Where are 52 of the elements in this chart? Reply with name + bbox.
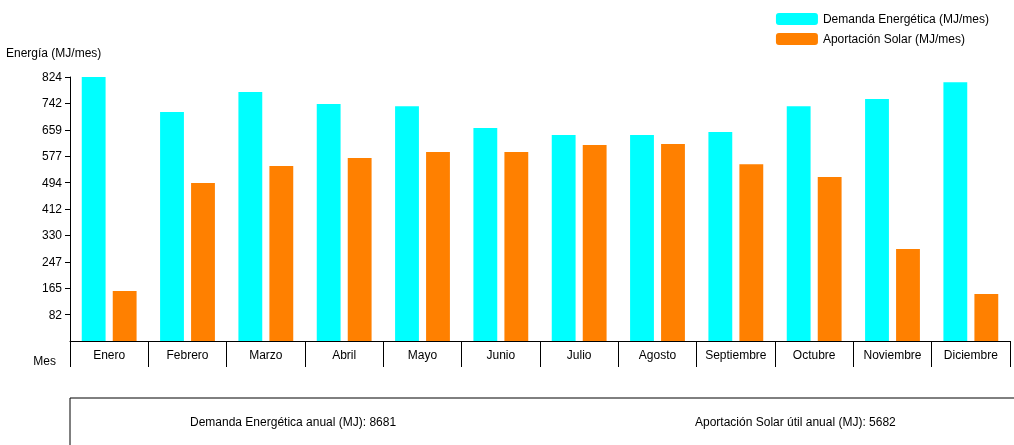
bar [426,151,450,341]
bar [943,82,968,341]
x-axis-title: Mes [33,354,56,368]
bar [786,106,811,341]
bar [630,134,654,341]
x-tick-label: Marzo [249,348,283,362]
bar [395,106,419,341]
bar [739,164,764,341]
bar [708,132,733,341]
x-tick-label: Julio [566,348,592,362]
x-tick-label: Diciembre [943,348,999,362]
y-tick-label: 494 [41,175,63,190]
legend-label: Demanda Energética (MJ/mes) [822,12,989,26]
bar [661,143,685,341]
bar [504,151,529,341]
y-tick-label: 412 [41,202,63,216]
y-tick-label: 165 [41,281,63,296]
bar [269,166,294,341]
bar [191,183,215,341]
y-tick-label: 330 [41,228,63,243]
bar [551,134,576,341]
bar [817,176,842,341]
x-tick-label: Junio [486,348,516,362]
y-tick-label: 577 [41,149,63,164]
y-axis-title: Energía (MJ/mes) [6,46,102,60]
x-tick-label: Octubre [792,348,836,362]
y-tick-label: 742 [41,96,63,111]
bar [865,99,889,341]
y-tick-label: 824 [41,70,63,84]
y-tick-label: 659 [41,122,63,137]
bar [582,144,607,341]
x-tick-label: Enero [93,348,126,362]
bar [974,293,999,341]
x-tick-label: Mayo [407,348,438,362]
bar [238,92,263,341]
bar [112,291,137,341]
bar [316,103,341,341]
bar [896,249,920,341]
bar [160,111,184,341]
bar [81,77,106,341]
text: Demanda Energética anual (MJ): 8681 [190,415,397,429]
bar [347,158,372,341]
legend-label: Aportación Solar (MJ/mes) [822,32,965,46]
x-tick-label: Septiembre [705,348,767,362]
x-tick-label: Abril [332,348,357,362]
y-tick-label: 82 [48,307,63,322]
bar [473,127,498,341]
x-tick-label: Febrero [166,348,209,362]
y-tick-label: 247 [41,254,63,269]
x-tick-label: Noviembre [863,348,922,362]
text: Aportación Solar útil anual (MJ): 5682 [695,415,897,429]
x-tick-label: Agosto [638,348,677,362]
